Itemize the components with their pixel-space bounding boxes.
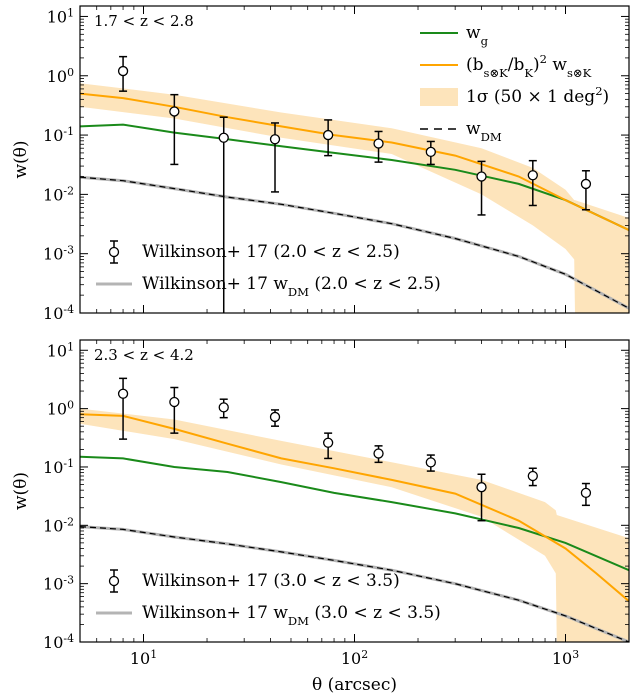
y-tick-label: 10-4	[43, 632, 74, 653]
model-line	[80, 92, 629, 232]
legend-swatch	[108, 246, 120, 258]
y-tick-label: 10-1	[43, 456, 74, 477]
legend-label: Wilkinson+ 17 (2.0 < z < 2.5)	[142, 242, 400, 262]
data-point	[169, 106, 180, 117]
legend-label: Wilkinson+ 17 wDM (2.0 < z < 2.5)	[142, 274, 441, 299]
data-point	[117, 388, 129, 399]
data-point	[218, 402, 229, 413]
plot-area	[80, 55, 629, 313]
y-tick-label: 10-4	[43, 303, 74, 324]
data-point	[322, 129, 334, 141]
axes-frame	[79, 339, 630, 643]
y-axis-label: w(θ)	[11, 472, 31, 510]
data-point	[373, 138, 384, 149]
sigma-band	[80, 83, 629, 313]
data-point	[527, 470, 538, 482]
x-axis-label: θ (arcsec)	[312, 675, 397, 695]
data-point	[322, 437, 334, 448]
legend-label: (bs⊗K/bK)2 ws⊗K	[466, 52, 592, 80]
w-g-line	[80, 455, 629, 572]
y-tick-label: 100	[47, 398, 74, 419]
data-point	[580, 487, 592, 499]
redshift-annotation: 2.3 < z < 4.2	[94, 346, 194, 364]
legend-label: 1σ (50 × 1 deg2)	[466, 84, 609, 107]
y-tick-label: 101	[47, 6, 74, 27]
legend-swatch	[108, 575, 120, 587]
y-tick-label: 10-2	[43, 515, 74, 536]
y-tick-label: 101	[47, 340, 74, 361]
data-point	[580, 178, 592, 190]
legend-label: Wilkinson+ 17 (3.0 < z < 3.5)	[142, 571, 400, 591]
data-point	[373, 448, 384, 459]
data-point	[527, 170, 538, 181]
x-tick-label: 102	[341, 648, 368, 669]
legend-label: wDM	[466, 119, 502, 144]
data-point	[425, 457, 436, 468]
plot-area	[80, 377, 629, 642]
legend-label: Wilkinson+ 17 wDM (3.0 < z < 3.5)	[142, 603, 441, 628]
legend-swatch	[420, 88, 458, 106]
x-tick-label: 101	[130, 648, 157, 669]
y-tick-label: 100	[47, 65, 74, 86]
y-axis-label: w(θ)	[11, 140, 31, 178]
data-point	[218, 132, 229, 143]
redshift-annotation: 1.7 < z < 2.8	[94, 12, 194, 30]
y-tick-label: 10-3	[43, 243, 74, 264]
panel-1: 10-4 10-3 10-2 10-1 100 101 w(θ) 1.7 < z < 2.8 w…	[11, 5, 630, 324]
x-tick-label: 103	[552, 648, 579, 669]
data-point	[269, 134, 281, 145]
data-point	[476, 482, 487, 493]
data-point	[169, 396, 180, 408]
panel-2: 10-4 10-3 10-2 10-1 100 101 101 102 103 w(θ) 2.3 <…	[11, 339, 630, 669]
w-dm-line	[80, 526, 629, 642]
w-dm-line	[80, 176, 629, 309]
data-point	[476, 171, 487, 182]
y-tick-label: 10-3	[43, 573, 74, 594]
y-tick-label: 10-1	[43, 125, 74, 146]
legend-label: wg	[466, 23, 489, 48]
data-point	[117, 65, 129, 77]
y-tick-label: 10-2	[43, 184, 74, 205]
data-point	[425, 146, 436, 158]
data-point	[269, 411, 281, 423]
model-line	[80, 413, 629, 602]
w-g-line	[80, 123, 629, 232]
